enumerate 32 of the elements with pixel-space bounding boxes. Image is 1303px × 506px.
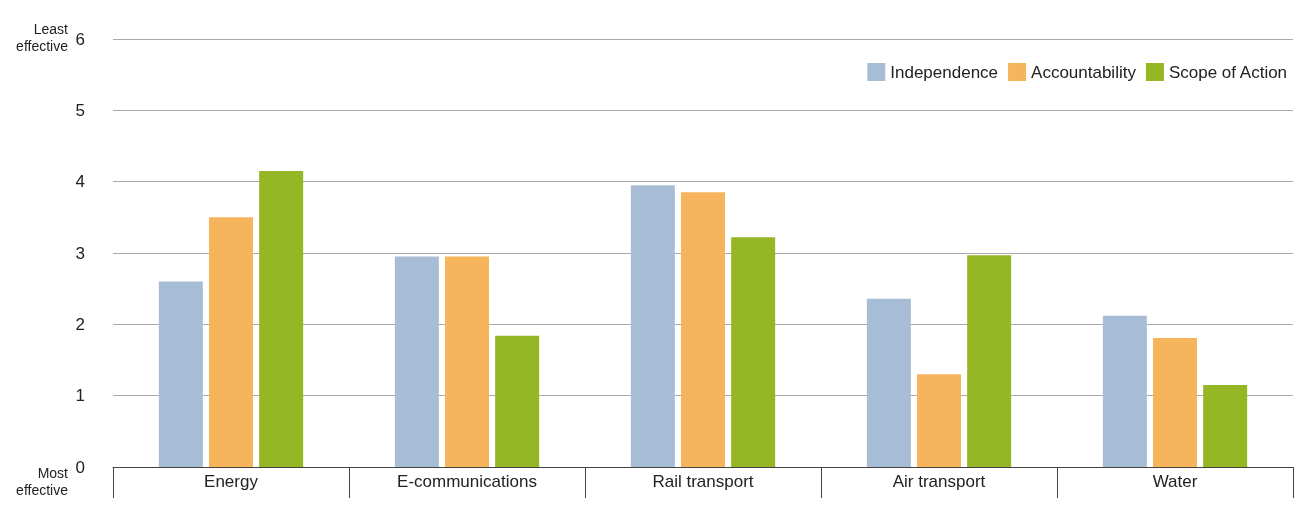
bar xyxy=(866,298,911,467)
text: Least effective xyxy=(16,20,69,54)
bar xyxy=(681,192,725,467)
bar xyxy=(1203,384,1248,467)
legend-label: Scope of Action xyxy=(1168,62,1288,82)
y-tick-label: 0 xyxy=(75,457,85,477)
y-tick-label: 2 xyxy=(75,314,85,334)
y-tick-label: 6 xyxy=(75,29,85,49)
bar xyxy=(917,374,961,467)
y-tick-label: 1 xyxy=(75,386,85,406)
bar xyxy=(495,335,540,467)
x-tick-label: Rail transport xyxy=(652,472,754,491)
x-tick-label: E-communications xyxy=(397,472,537,491)
text: Most effective xyxy=(16,464,69,498)
bar xyxy=(445,256,489,467)
y-tick-label: 3 xyxy=(75,243,85,263)
x-tick-label: Energy xyxy=(204,472,259,491)
y-tick-label: 4 xyxy=(75,172,85,192)
bar xyxy=(731,237,776,467)
bar xyxy=(209,217,253,467)
y-tick-label: 5 xyxy=(75,100,85,120)
bar xyxy=(259,170,304,467)
bar xyxy=(158,281,203,467)
x-tick-label: Water xyxy=(1152,472,1198,491)
bar xyxy=(630,185,675,467)
bar xyxy=(1102,315,1147,467)
x-tick-label: Air transport xyxy=(892,472,986,491)
bar xyxy=(394,256,439,467)
legend-label: Accountability xyxy=(1031,62,1137,82)
bar xyxy=(967,255,1012,467)
legend-label: Independence xyxy=(890,62,999,82)
bar xyxy=(1153,337,1197,467)
